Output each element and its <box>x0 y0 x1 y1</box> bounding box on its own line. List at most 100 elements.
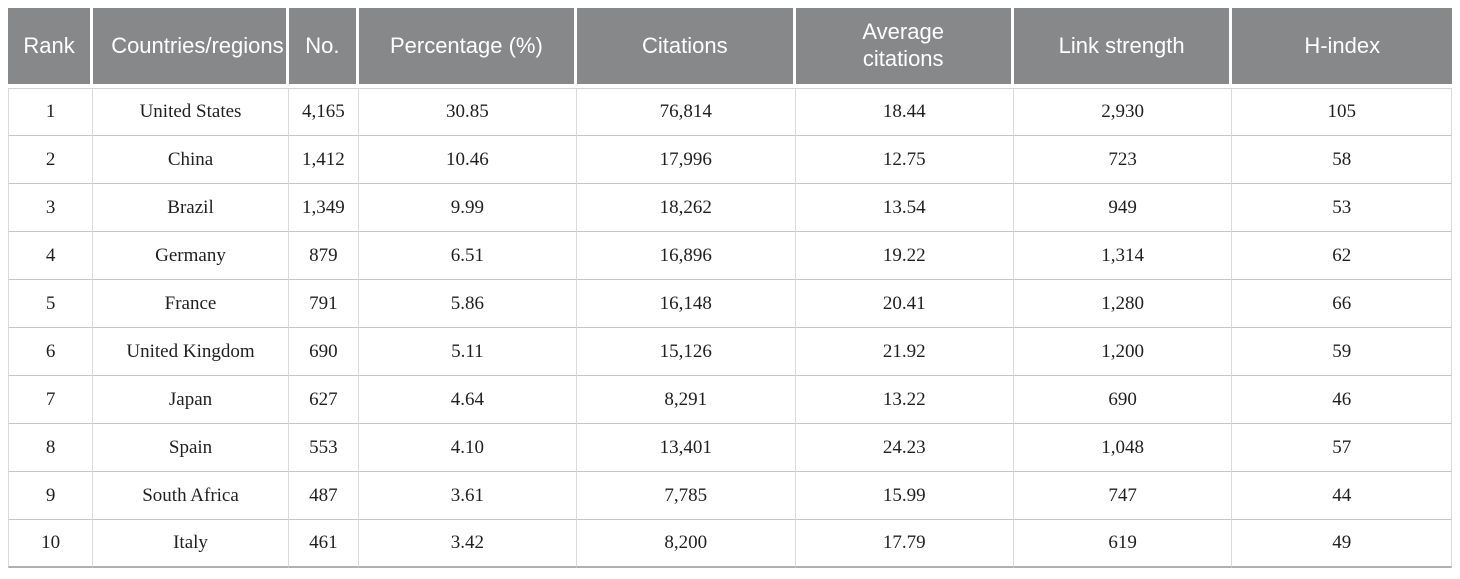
table-row: 6 United Kingdom 690 5.11 15,126 21.92 1,200 59 <box>8 328 1452 376</box>
cell-h_index: 105 <box>1232 88 1452 136</box>
header-cell-no: No. <box>288 8 359 88</box>
cell-avg_citations: 17.79 <box>795 520 1014 568</box>
cell-citations: 16,896 <box>576 232 796 280</box>
cell-citations: 13,401 <box>576 424 796 472</box>
cell-rank: 6 <box>8 328 94 376</box>
cell-percentage: 10.46 <box>358 136 577 184</box>
cell-link_strength: 1,280 <box>1013 280 1233 328</box>
table-row: 1 United States 4,165 30.85 76,814 18.44 2,930… <box>8 88 1452 136</box>
cell-h_index: 59 <box>1232 328 1452 376</box>
cell-rank: 1 <box>8 88 94 136</box>
cell-country: United Kingdom <box>93 328 289 376</box>
cell-country: Japan <box>93 376 289 424</box>
cell-rank: 9 <box>8 472 94 520</box>
table-row: 5 France 791 5.86 16,148 20.41 1,280 66 <box>8 280 1452 328</box>
cell-percentage: 9.99 <box>358 184 577 232</box>
cell-citations: 8,291 <box>576 376 796 424</box>
cell-percentage: 30.85 <box>358 88 577 136</box>
cell-rank: 8 <box>8 424 94 472</box>
cell-rank: 2 <box>8 136 94 184</box>
header-cell-percentage: Percentage (%) <box>358 8 577 88</box>
cell-percentage: 5.11 <box>358 328 577 376</box>
header-cell-citations: Citations <box>576 8 796 88</box>
cell-avg_citations: 24.23 <box>795 424 1014 472</box>
cell-rank: 5 <box>8 280 94 328</box>
cell-no: 1,412 <box>288 136 359 184</box>
header-cell-link_strength: Link strength <box>1013 8 1233 88</box>
cell-percentage: 3.61 <box>358 472 577 520</box>
cell-percentage: 4.10 <box>358 424 577 472</box>
cell-country: Italy <box>93 520 289 568</box>
header-cell-rank: Rank <box>8 8 94 88</box>
header-cell-avg_citations: Average citations <box>795 8 1014 88</box>
cell-citations: 17,996 <box>576 136 796 184</box>
cell-citations: 76,814 <box>576 88 796 136</box>
cell-rank: 4 <box>8 232 94 280</box>
cell-citations: 15,126 <box>576 328 796 376</box>
cell-citations: 16,148 <box>576 280 796 328</box>
table-head: Rank Countries/regions No. Percentage (%) Ci… <box>8 8 1452 88</box>
cell-no: 487 <box>288 472 359 520</box>
cell-avg_citations: 13.22 <box>795 376 1014 424</box>
cell-country: South Africa <box>93 472 289 520</box>
cell-avg_citations: 20.41 <box>795 280 1014 328</box>
cell-country: Brazil <box>93 184 289 232</box>
cell-no: 553 <box>288 424 359 472</box>
table-row: 8 Spain 553 4.10 13,401 24.23 1,048 57 <box>8 424 1452 472</box>
cell-avg_citations: 21.92 <box>795 328 1014 376</box>
cell-citations: 18,262 <box>576 184 796 232</box>
cell-link_strength: 747 <box>1013 472 1233 520</box>
cell-percentage: 3.42 <box>358 520 577 568</box>
cell-link_strength: 690 <box>1013 376 1233 424</box>
header-cell-country: Countries/regions <box>93 8 289 88</box>
cell-citations: 8,200 <box>576 520 796 568</box>
cell-avg_citations: 12.75 <box>795 136 1014 184</box>
cell-avg_citations: 13.54 <box>795 184 1014 232</box>
cell-country: France <box>93 280 289 328</box>
cell-link_strength: 1,048 <box>1013 424 1233 472</box>
cell-rank: 7 <box>8 376 94 424</box>
cell-h_index: 49 <box>1232 520 1452 568</box>
table-row: 9 South Africa 487 3.61 7,785 15.99 747 44 <box>8 472 1452 520</box>
cell-country: United States <box>93 88 289 136</box>
cell-no: 1,349 <box>288 184 359 232</box>
cell-country: China <box>93 136 289 184</box>
cell-h_index: 46 <box>1232 376 1452 424</box>
cell-h_index: 62 <box>1232 232 1452 280</box>
cell-link_strength: 723 <box>1013 136 1233 184</box>
table-row: 10 Italy 461 3.42 8,200 17.79 619 49 <box>8 520 1452 568</box>
cell-link_strength: 949 <box>1013 184 1233 232</box>
cell-no: 4,165 <box>288 88 359 136</box>
cell-country: Spain <box>93 424 289 472</box>
cell-h_index: 57 <box>1232 424 1452 472</box>
table-row: 2 China 1,412 10.46 17,996 12.75 723 58 <box>8 136 1452 184</box>
table-row: 7 Japan 627 4.64 8,291 13.22 690 46 <box>8 376 1452 424</box>
countries-ranking-table: Rank Countries/regions No. Percentage (%) Ci… <box>8 8 1452 568</box>
cell-rank: 3 <box>8 184 94 232</box>
cell-citations: 7,785 <box>576 472 796 520</box>
cell-link_strength: 1,200 <box>1013 328 1233 376</box>
header-cell-h_index: H-index <box>1232 8 1452 88</box>
cell-percentage: 6.51 <box>358 232 577 280</box>
cell-rank: 10 <box>8 520 94 568</box>
cell-no: 690 <box>288 328 359 376</box>
cell-country: Germany <box>93 232 289 280</box>
table-row: 3 Brazil 1,349 9.99 18,262 13.54 949 53 <box>8 184 1452 232</box>
header-row: Rank Countries/regions No. Percentage (%) Ci… <box>8 8 1452 88</box>
cell-no: 791 <box>288 280 359 328</box>
cell-no: 879 <box>288 232 359 280</box>
cell-no: 627 <box>288 376 359 424</box>
cell-link_strength: 619 <box>1013 520 1233 568</box>
cell-h_index: 66 <box>1232 280 1452 328</box>
cell-avg_citations: 18.44 <box>795 88 1014 136</box>
cell-h_index: 58 <box>1232 136 1452 184</box>
cell-no: 461 <box>288 520 359 568</box>
cell-h_index: 53 <box>1232 184 1452 232</box>
cell-link_strength: 2,930 <box>1013 88 1233 136</box>
cell-percentage: 4.64 <box>358 376 577 424</box>
cell-percentage: 5.86 <box>358 280 577 328</box>
cell-avg_citations: 15.99 <box>795 472 1014 520</box>
table-body: 1 United States 4,165 30.85 76,814 18.44 2,930… <box>8 88 1452 568</box>
cell-link_strength: 1,314 <box>1013 232 1233 280</box>
